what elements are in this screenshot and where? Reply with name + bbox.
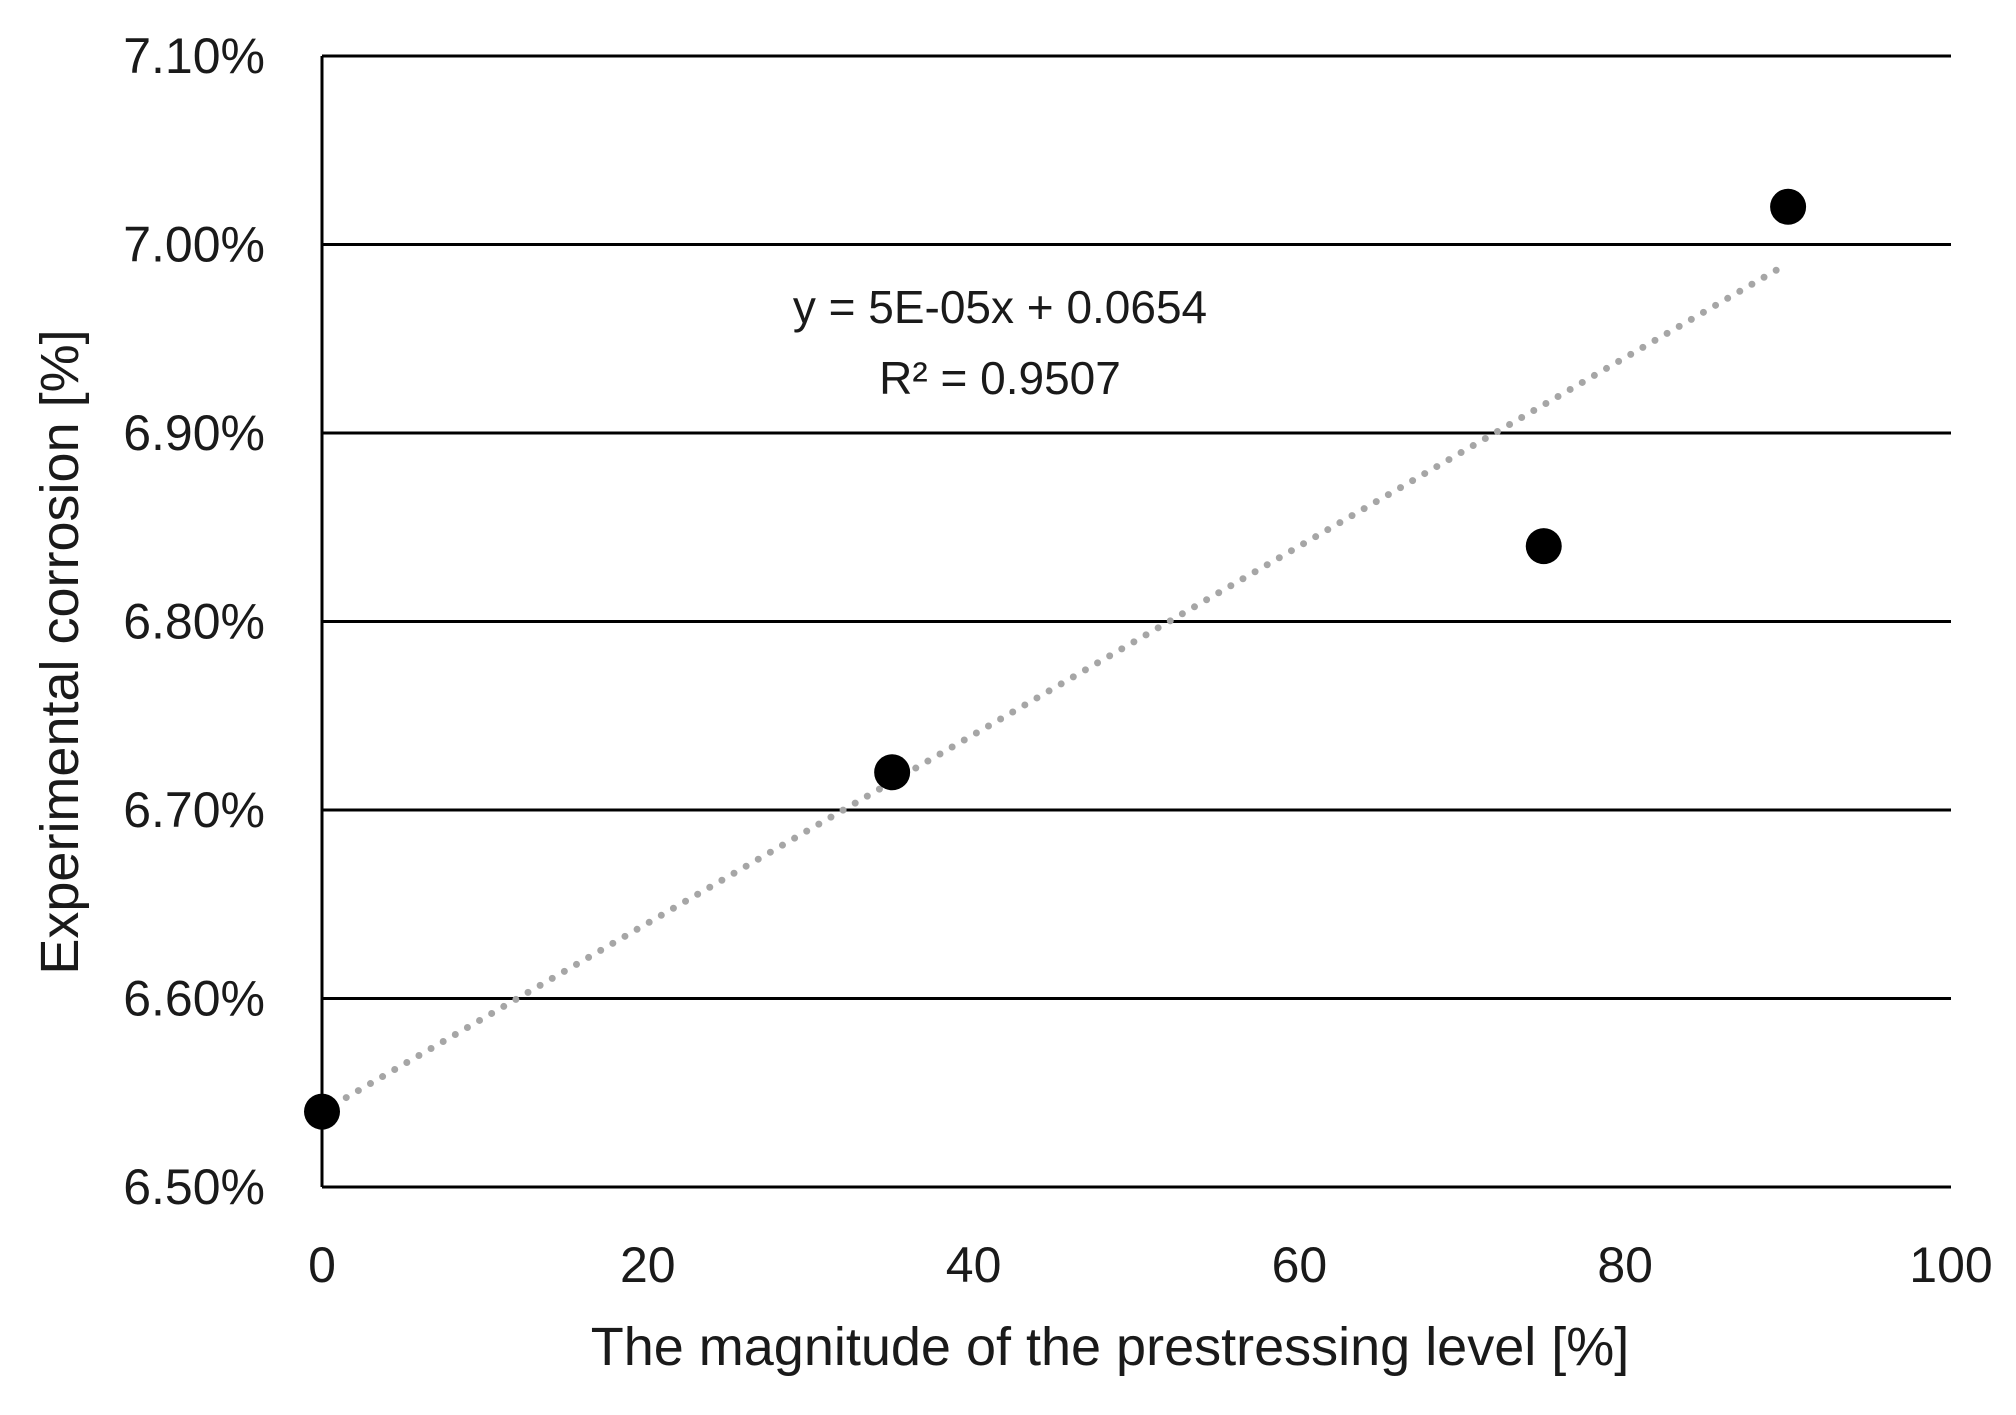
x-tick-label: 100 <box>1909 1237 1992 1293</box>
x-tick-label: 60 <box>1272 1237 1328 1293</box>
y-axis-title: Experimental corrosion [%] <box>30 329 90 974</box>
data-points <box>304 188 1807 1130</box>
trendline <box>318 259 1792 1116</box>
x-tick-label: 40 <box>946 1237 1002 1293</box>
annotations: y = 5E-05x + 0.0654 R² = 0.9507 <box>793 281 1207 404</box>
r-squared-label: R² = 0.9507 <box>879 352 1121 404</box>
y-tick-label: 6.70% <box>123 782 265 838</box>
gridlines <box>322 54 1951 1000</box>
y-tick-label: 7.10% <box>123 28 265 84</box>
y-tick-label: 6.60% <box>123 971 265 1027</box>
trendline-equation: y = 5E-05x + 0.0654 <box>793 281 1207 333</box>
x-tick-label: 20 <box>620 1237 676 1293</box>
axes <box>320 56 1951 1189</box>
tick-labels: 6.50% 6.60% 6.70% 6.80% 6.90% 7.00% 7.10% 0 20 40… <box>123 28 1993 1293</box>
y-tick-label: 7.00% <box>123 217 265 273</box>
data-point <box>304 1093 340 1130</box>
x-tick-label: 0 <box>308 1237 336 1293</box>
x-tick-label: 80 <box>1597 1237 1653 1293</box>
data-point <box>1770 188 1807 225</box>
y-tick-label: 6.80% <box>123 594 265 650</box>
data-point <box>1525 528 1562 565</box>
y-tick-label: 6.50% <box>123 1159 265 1215</box>
trendline-layer <box>318 259 1792 1116</box>
y-tick-label: 6.90% <box>123 405 265 461</box>
x-axis-title: The magnitude of the prestressing level … <box>591 1317 1630 1377</box>
data-point <box>874 754 911 791</box>
